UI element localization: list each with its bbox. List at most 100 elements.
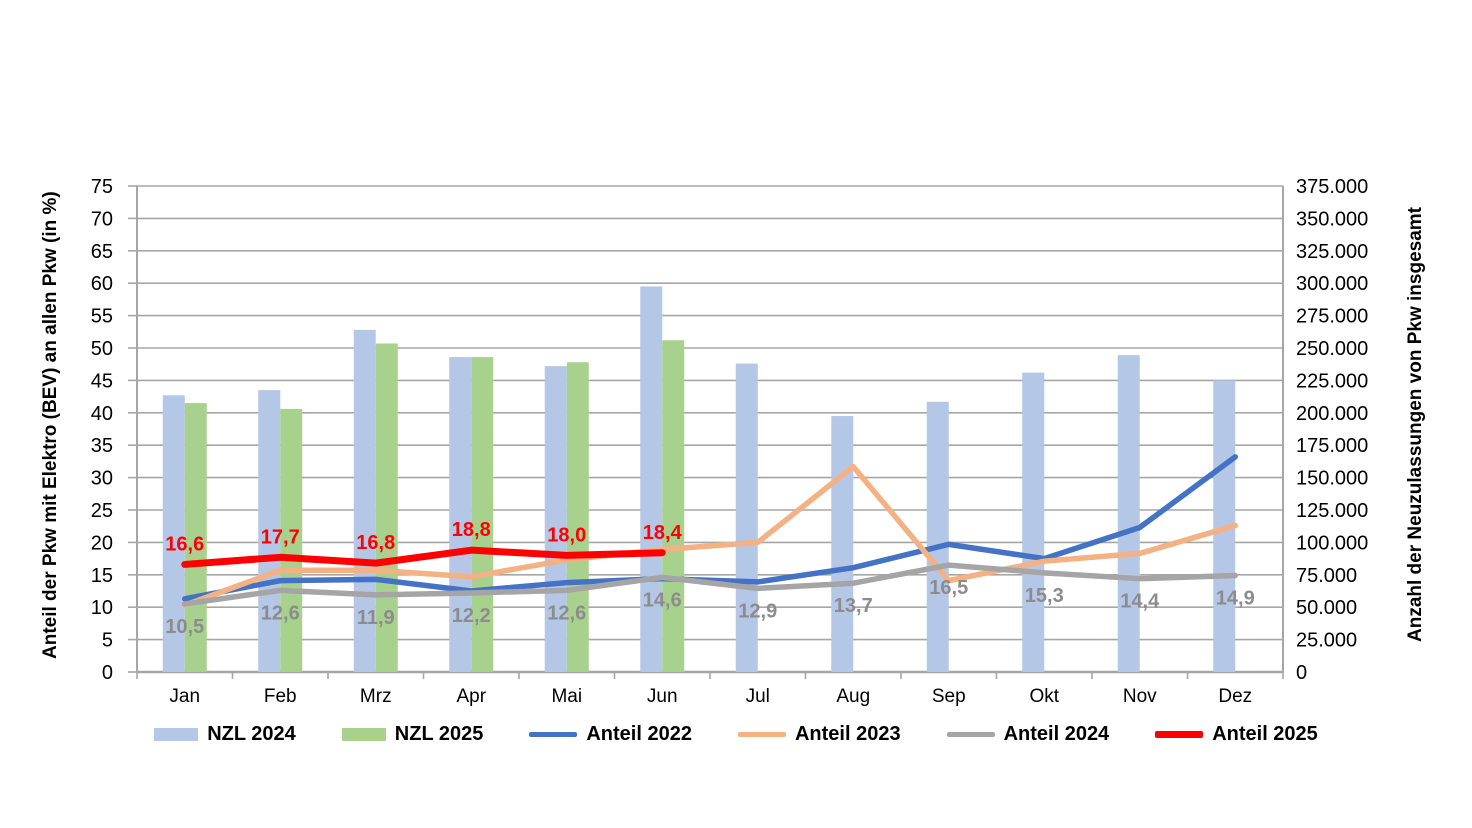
data-label-anteil-2024-jan: 10,5 [165, 616, 204, 638]
right-axis-tick-label: 175.000 [1296, 435, 1368, 457]
bar-nzl-2024-feb [258, 390, 281, 672]
left-axis-tick-label: 20 [91, 532, 113, 554]
line-anteil-2023 [182, 463, 1238, 609]
data-label-anteil-2025-mrz: 16,8 [356, 532, 395, 554]
line-anteil-2025 [181, 546, 666, 568]
left-axis-tick-label: 5 [102, 630, 113, 652]
left-axis-tick-label: 45 [91, 370, 113, 392]
legend-swatch-nzl-2025 [341, 727, 386, 741]
x-axis-label-jan: Jan [169, 686, 200, 707]
line-anteil-2024 [182, 562, 1238, 607]
bar-nzl-2024-okt [1022, 372, 1045, 672]
bar-nzl-2024-jan [162, 395, 185, 672]
data-label-anteil-2024-feb: 12,6 [261, 602, 300, 624]
data-label-anteil-2024-sep: 16,5 [929, 577, 968, 599]
legend-item-anteil-2022: Anteil 2022 [529, 723, 692, 746]
legend-swatch-anteil-2022 [529, 731, 578, 737]
bar-nzl-2025-mai [566, 362, 589, 672]
data-label-anteil-2025-jan: 16,6 [165, 533, 204, 555]
x-axis-label-sep: Sep [932, 686, 966, 707]
bar-nzl-2024-jun [640, 286, 663, 672]
data-label-anteil-2024-apr: 12,2 [452, 605, 491, 627]
legend-swatch-anteil-2024 [946, 731, 995, 737]
x-axis-label-mrz: Mrz [360, 686, 392, 707]
right-axis-tick-label: 100.000 [1296, 532, 1368, 554]
bar-nzl-2024-mai [544, 366, 567, 672]
bar-nzl-2025-mrz [375, 343, 398, 672]
x-axis-label-aug: Aug [836, 686, 870, 707]
left-axis-tick-label: 50 [91, 338, 113, 360]
left-axis-tick-label: 65 [91, 241, 113, 263]
right-axis-tick-label: 0 [1296, 662, 1307, 684]
data-label-anteil-2024-mai: 12,6 [547, 602, 586, 624]
data-label-anteil-2025-apr: 18,8 [452, 519, 491, 541]
legend: NZL 2024 NZL 2025 Anteil 2022 Anteil 2023 An… [0, 716, 1472, 752]
right-axis-tick-label: 375.000 [1296, 176, 1368, 198]
legend-swatch-nzl-2024 [154, 727, 199, 741]
right-axis-tick-label: 250.000 [1296, 338, 1368, 360]
right-axis-title: Anzahl der Neuzulassungen von Pkw insges… [1405, 207, 1426, 643]
x-axis-label-jun: Jun [647, 686, 678, 707]
left-axis-tick-label: 40 [91, 403, 113, 425]
x-axis-label-okt: Okt [1029, 686, 1059, 707]
bar-nzl-2025-feb [280, 408, 303, 672]
bar-nzl-2024-mrz [353, 329, 376, 672]
bar-nzl-2025-jun [662, 340, 685, 672]
legend-swatch-anteil-2025 [1155, 730, 1204, 738]
right-axis-tick-label: 350.000 [1296, 208, 1368, 230]
left-axis-tick-label: 70 [91, 208, 113, 230]
x-axis-label-mai: Mai [551, 686, 582, 707]
right-axis-tick-label: 300.000 [1296, 273, 1368, 295]
x-axis-label-feb: Feb [264, 686, 297, 707]
data-label-anteil-2024-jun: 14,6 [643, 589, 682, 611]
right-axis-tick-label: 150.000 [1296, 468, 1368, 490]
left-axis-tick-label: 75 [91, 176, 113, 198]
data-label-anteil-2024-dez: 14,9 [1216, 587, 1255, 609]
legend-item-nzl-2025: NZL 2025 [341, 722, 484, 746]
bar-nzl-2024-sep [926, 401, 949, 672]
data-label-anteil-2025-feb: 17,7 [261, 526, 300, 548]
left-axis-tick-label: 60 [91, 273, 113, 295]
left-axis-tick-label: 55 [91, 306, 113, 328]
left-axis-tick-label: 30 [91, 468, 113, 490]
legend-label-anteil-2023: Anteil 2023 [794, 722, 901, 745]
legend-item-anteil-2025: Anteil 2025 [1155, 723, 1318, 746]
right-axis-tick-label: 200.000 [1296, 403, 1368, 425]
legend-label-nzl-2025: NZL 2025 [394, 722, 484, 745]
left-axis-tick-label: 10 [91, 597, 113, 619]
bar-nzl-2024-jul [735, 363, 758, 672]
left-axis-tick-label: 15 [91, 565, 113, 587]
x-axis-label-dez: Dez [1218, 686, 1252, 707]
legend-item-nzl-2024: NZL 2024 [154, 723, 296, 746]
data-label-anteil-2025-jun: 18,4 [643, 522, 683, 544]
x-axis-label-jul: Jul [746, 686, 770, 707]
right-axis-tick-label: 75.000 [1296, 565, 1357, 587]
right-axis-tick-label: 325.000 [1296, 241, 1368, 263]
data-label-anteil-2024-jul: 12,9 [738, 600, 777, 622]
right-axis-tick-label: 25.000 [1296, 630, 1357, 652]
right-axis-tick-label: 125.000 [1296, 500, 1368, 522]
data-label-anteil-2025-mai: 18,0 [547, 524, 586, 546]
legend-item-anteil-2023: Anteil 2023 [737, 722, 901, 746]
right-axis-tick-label: 275.000 [1296, 306, 1368, 328]
right-axis-tick-label: 50.000 [1296, 597, 1357, 619]
bar-nzl-2024-nov [1117, 355, 1140, 672]
legend-label-nzl-2024: NZL 2024 [207, 722, 296, 745]
legend-swatch-anteil-2023 [737, 731, 786, 737]
left-axis-tick-label: 35 [91, 435, 113, 457]
right-axis-tick-label: 225.000 [1296, 370, 1368, 392]
data-label-anteil-2024-aug: 13,7 [834, 595, 873, 617]
data-label-anteil-2024-okt: 15,3 [1025, 585, 1064, 607]
bar-nzl-2024-aug [831, 416, 854, 672]
legend-item-anteil-2024: Anteil 2024 [946, 722, 1110, 746]
data-label-anteil-2024-nov: 14,4 [1120, 591, 1160, 613]
left-axis-tick-label: 0 [102, 662, 113, 684]
x-axis-label-nov: Nov [1123, 686, 1157, 707]
legend-label-anteil-2025: Anteil 2025 [1212, 722, 1318, 745]
left-axis-tick-label: 25 [91, 500, 113, 522]
legend-label-anteil-2022: Anteil 2022 [586, 722, 692, 745]
data-label-anteil-2024-mrz: 11,9 [357, 607, 395, 629]
legend-label-anteil-2024: Anteil 2024 [1003, 722, 1110, 745]
